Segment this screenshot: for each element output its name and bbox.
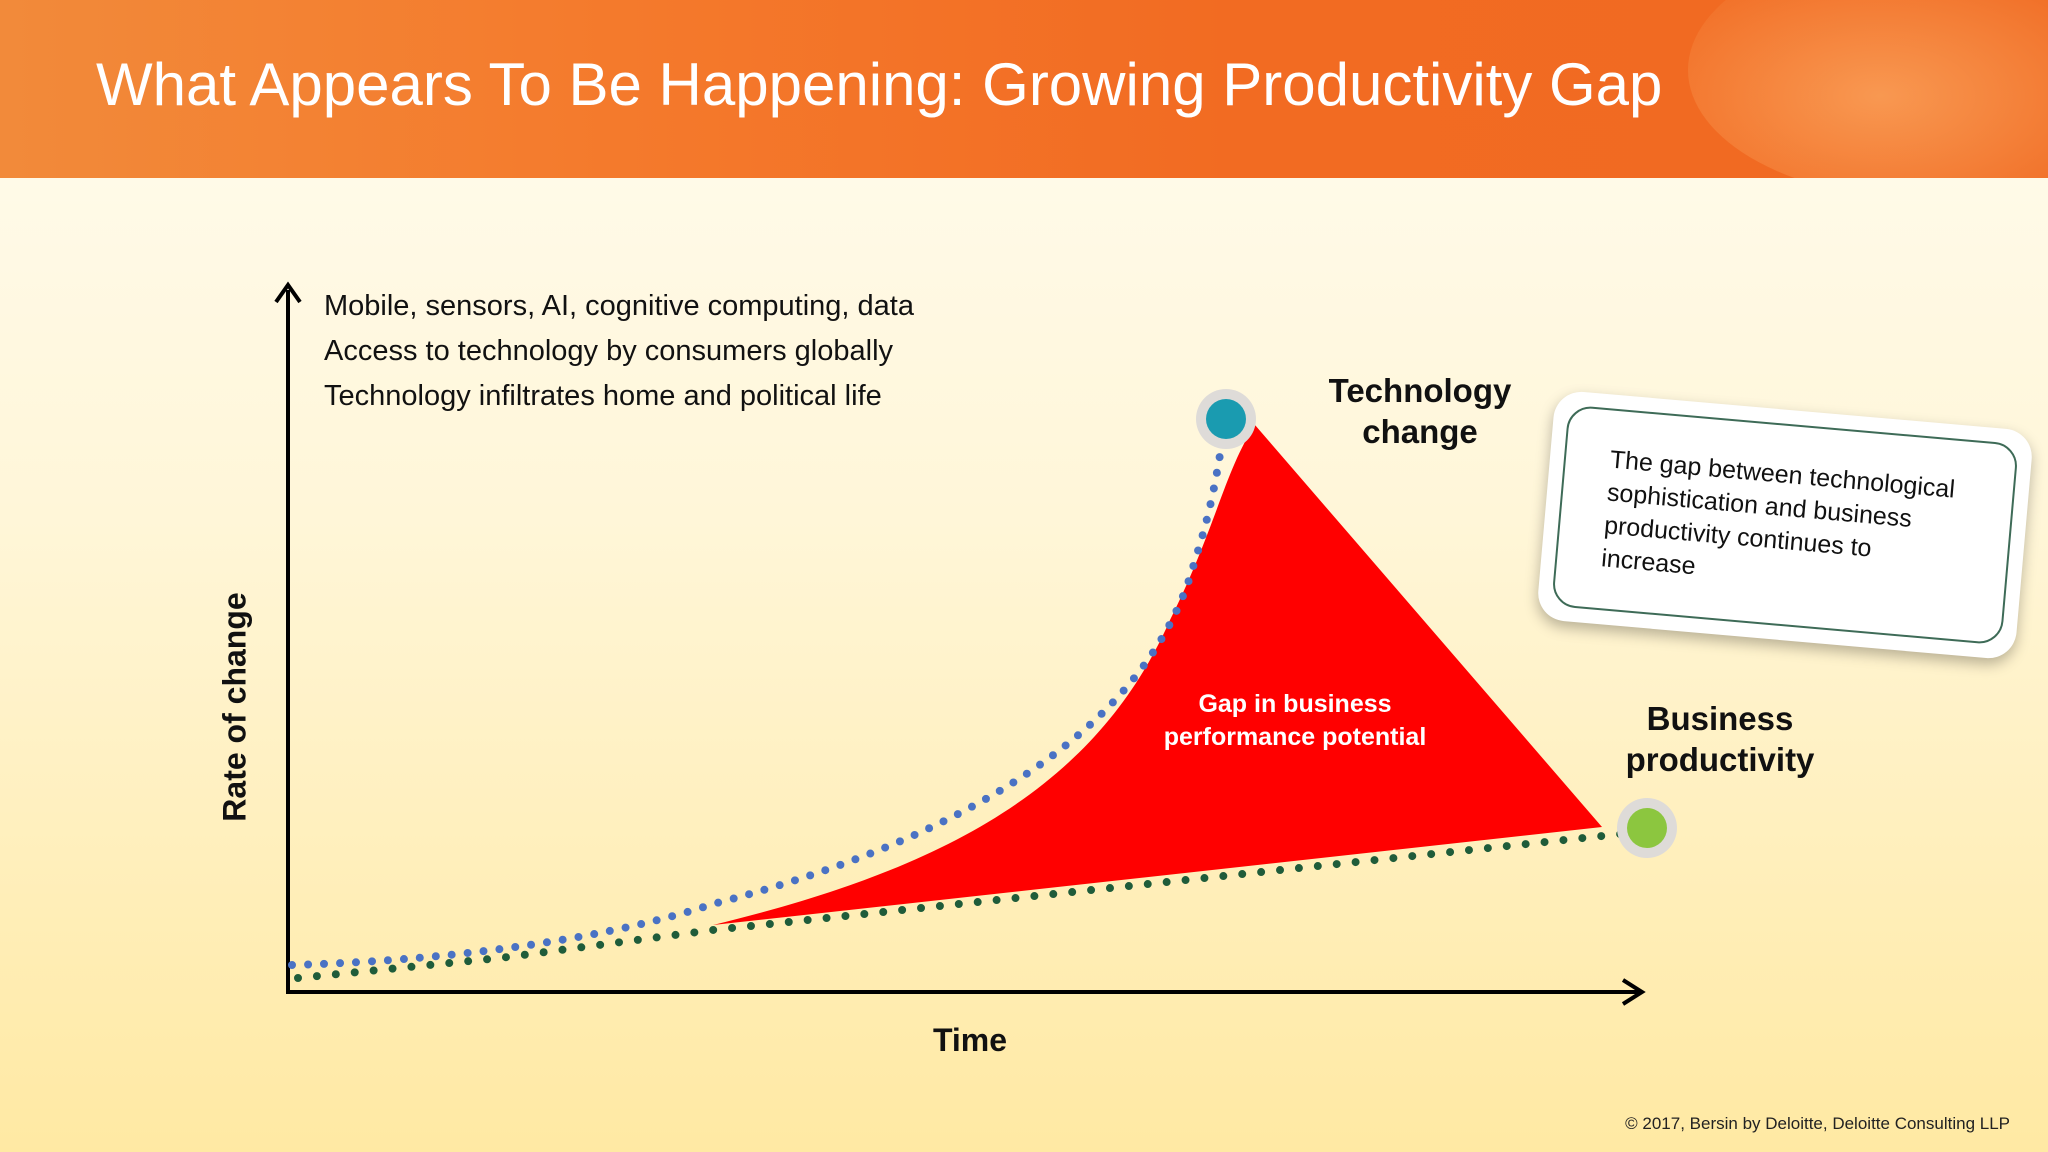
business-productivity-label: Business productivity xyxy=(1590,698,1850,780)
business-label-line: Business xyxy=(1646,700,1794,737)
technology-drivers-list: Mobile, sensors, AI, cognitive computing… xyxy=(324,284,914,419)
driver-item: Access to technology by consumers global… xyxy=(324,335,894,367)
gap-label: Gap in business performance potential xyxy=(1125,688,1465,754)
technology-label-line: change xyxy=(1362,413,1478,450)
axes xyxy=(274,281,1646,1006)
callout-text: The gap between technological sophistica… xyxy=(1600,445,1957,581)
header-decoration xyxy=(1688,0,2048,178)
technology-change-label: Technology change xyxy=(1290,370,1550,452)
gap-area xyxy=(713,425,1602,925)
gap-label-line: performance potential xyxy=(1163,723,1427,751)
slide-title: What Appears To Be Happening: Growing Pr… xyxy=(96,51,1663,118)
driver-item: Technology infiltrates home and politica… xyxy=(324,380,882,412)
gap-label-line: Gap in business xyxy=(1198,690,1392,718)
x-axis-arrowhead xyxy=(1621,978,1646,1006)
business-marker xyxy=(1627,808,1667,848)
y-axis-arrowhead xyxy=(274,281,302,304)
callout-border: The gap between technological sophistica… xyxy=(1551,404,2019,646)
technology-curve xyxy=(288,416,1230,969)
copyright-notice: © 2017, Bersin by Deloitte, Deloitte Con… xyxy=(1625,1114,2010,1133)
driver-item: Mobile, sensors, AI, cognitive computing… xyxy=(324,290,914,322)
callout-card: The gap between technological sophistica… xyxy=(1535,389,2035,661)
technology-marker xyxy=(1206,399,1246,439)
header-banner: What Appears To Be Happening: Growing Pr… xyxy=(0,0,2048,178)
business-label-line: productivity xyxy=(1625,741,1815,778)
y-axis-label: Rate of change xyxy=(216,592,253,822)
x-axis-label: Time xyxy=(932,1022,1008,1058)
technology-label-line: Technology xyxy=(1328,372,1512,409)
